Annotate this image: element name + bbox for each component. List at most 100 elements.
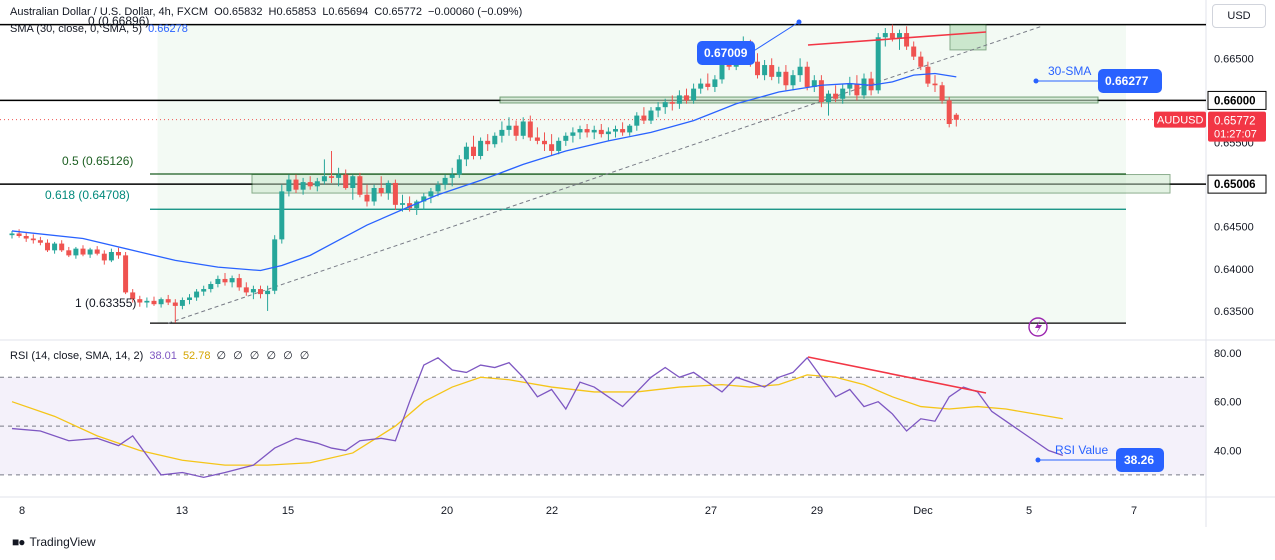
candle-body-15 — [116, 252, 121, 256]
callout-high-label: 0.67009 — [704, 46, 748, 60]
candle-body-114 — [818, 80, 824, 103]
candle-128 — [918, 51, 924, 71]
candle-18 — [137, 295, 143, 307]
candle-98 — [705, 73, 711, 91]
price-tag-box-0 — [1207, 90, 1267, 110]
candle-72 — [520, 117, 526, 140]
candle-133 — [953, 113, 959, 127]
candle-body-112 — [804, 66, 810, 87]
candle-59 — [428, 188, 434, 204]
countdown-tag: 01:27:07 — [1214, 129, 1257, 141]
candle-body-95 — [684, 95, 689, 101]
candle-113 — [811, 75, 817, 92]
time-tick-9: 7 — [1131, 505, 1137, 517]
candle-76 — [549, 134, 555, 156]
candle-body-67 — [485, 140, 491, 145]
candle-19 — [144, 297, 150, 308]
candle-37 — [272, 235, 278, 295]
price-tag-1: 0.65006 — [1214, 179, 1256, 191]
candle-body-87 — [627, 125, 633, 133]
candle-88 — [634, 112, 640, 131]
candle-body-108 — [776, 71, 782, 77]
sma-30-line — [11, 72, 957, 272]
candle-body-46 — [336, 174, 342, 178]
candle-28 — [208, 281, 214, 293]
candle-body-63 — [456, 159, 462, 175]
callout-sma-label: 0.66277 — [1105, 74, 1149, 88]
price-tick-0: 0.66500 — [1214, 53, 1254, 65]
candle-body-75 — [542, 140, 547, 145]
candle-68 — [492, 132, 498, 148]
candle-body-43 — [314, 181, 320, 187]
lightning-icon-bolt — [1035, 320, 1042, 334]
candle-84 — [605, 127, 611, 141]
candle-body-37 — [272, 239, 278, 291]
candle-32 — [236, 273, 242, 291]
candle-body-93 — [669, 102, 675, 104]
time-tick-3: 20 — [441, 505, 453, 517]
candle-body-110 — [790, 75, 796, 86]
candle-body-80 — [577, 129, 583, 133]
candle-body-128 — [918, 56, 924, 67]
candle-132 — [946, 97, 952, 128]
candle-91 — [655, 102, 661, 118]
candle-body-30 — [222, 278, 228, 283]
candle-6 — [52, 241, 58, 254]
candle-body-124 — [889, 33, 895, 39]
candle-body-131 — [939, 85, 945, 101]
candle-body-56 — [407, 203, 413, 209]
candle-body-127 — [911, 46, 917, 57]
current-price-tag: 0.65772 — [1214, 116, 1256, 128]
candle-127 — [911, 41, 917, 60]
candle-81 — [584, 124, 590, 138]
candle-92 — [662, 98, 668, 114]
rsi-tick-2: 40.00 — [1214, 446, 1242, 458]
candle-body-10 — [80, 248, 86, 255]
candle-body-32 — [236, 278, 242, 288]
candle-94 — [676, 90, 682, 109]
candle-58 — [421, 193, 427, 210]
currency-button[interactable]: USD — [1212, 4, 1266, 28]
candle-99 — [712, 75, 718, 92]
candle-body-96 — [691, 88, 697, 101]
candle-125 — [897, 29, 902, 50]
candle-body-91 — [655, 107, 661, 111]
candle-90 — [648, 107, 654, 124]
rsi-callout-value: 38.26 — [1124, 453, 1154, 467]
candle-body-55 — [400, 203, 405, 205]
candle-27 — [201, 285, 207, 296]
candle-13 — [101, 250, 107, 265]
candle-89 — [641, 107, 647, 124]
candle-33 — [243, 282, 249, 296]
candle-body-22 — [165, 299, 171, 303]
candle-79 — [570, 127, 576, 143]
candle-51 — [371, 184, 377, 206]
rsi-indicator-value: 38.01 — [149, 350, 177, 362]
time-tick-6: 29 — [811, 505, 823, 517]
candle-9 — [73, 246, 79, 259]
candle-38 — [279, 184, 285, 244]
candle-26 — [194, 289, 200, 301]
candle-85 — [613, 125, 618, 138]
candle-15 — [116, 247, 121, 259]
candle-73 — [527, 115, 533, 141]
sma-indicator-label: SMA (30, close, 0, SMA, 5) — [10, 23, 143, 35]
candle-body-65 — [471, 146, 476, 156]
candle-60 — [435, 181, 441, 197]
candle-body-50 — [364, 194, 370, 202]
price-tick-5: 0.64000 — [1214, 264, 1254, 276]
candle-75 — [542, 132, 547, 151]
rsi-divergence-line — [807, 356, 987, 394]
symbol-tag-box — [1154, 111, 1206, 128]
candle-body-120 — [861, 78, 867, 96]
candle-82 — [591, 125, 597, 140]
candle-body-52 — [378, 188, 384, 194]
candle-body-1 — [16, 233, 22, 236]
candle-body-16 — [123, 255, 129, 293]
candle-body-51 — [371, 188, 377, 202]
sma-annotation: 30-SMA — [1048, 64, 1091, 78]
candle-23 — [172, 299, 178, 323]
candle-21 — [158, 297, 164, 308]
candle-70 — [506, 117, 512, 136]
